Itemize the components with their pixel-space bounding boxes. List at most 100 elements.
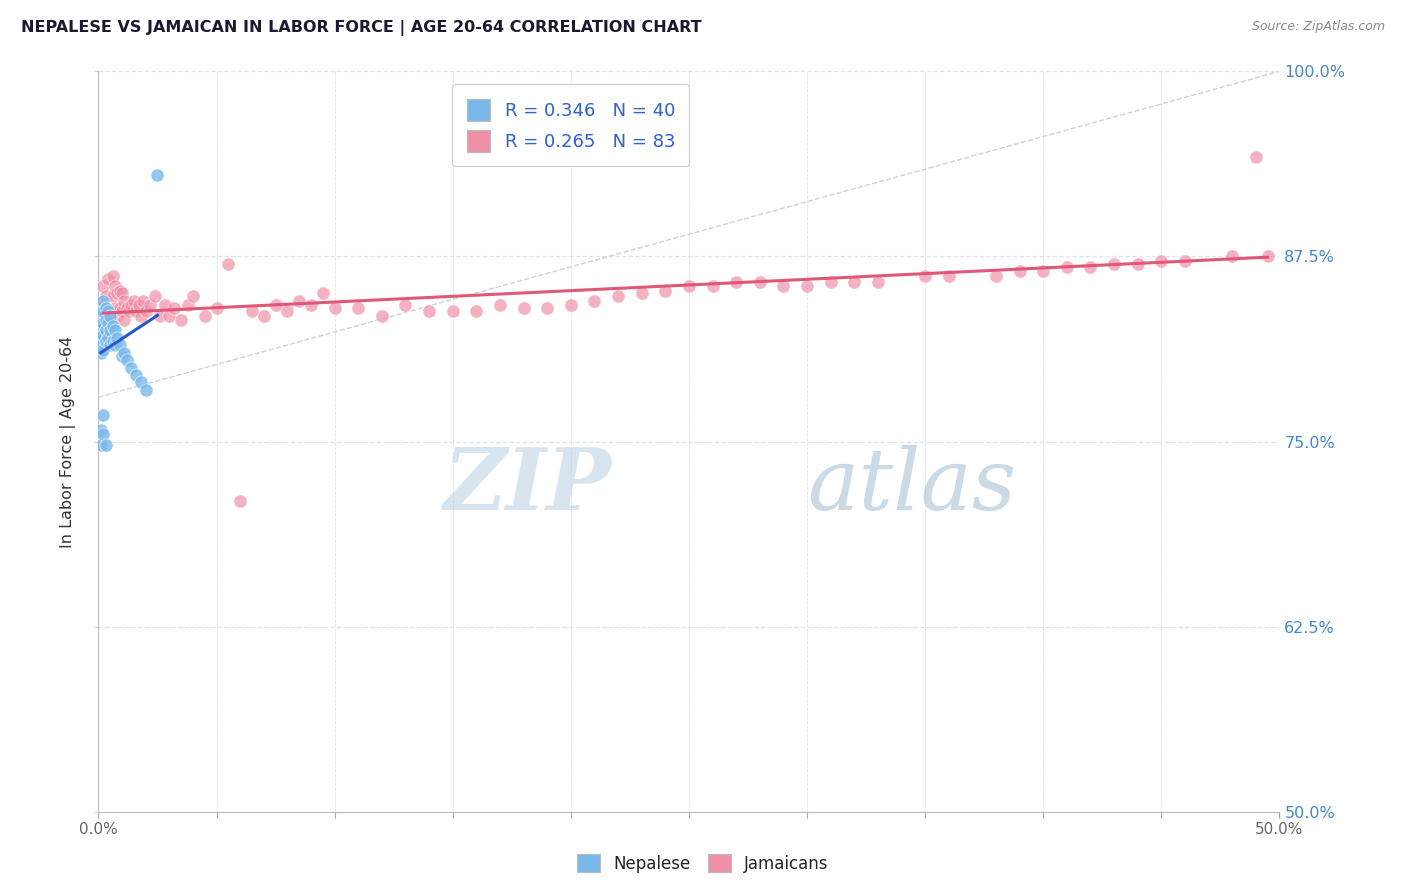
Point — [607, 289, 630, 303]
Point — [312, 286, 335, 301]
Text: ZIP: ZIP — [444, 444, 612, 528]
Point — [97, 316, 120, 330]
Legend: Nepalese, Jamaicans: Nepalese, Jamaicans — [571, 847, 835, 880]
Point — [97, 331, 120, 345]
Point — [111, 286, 134, 301]
Point — [914, 268, 936, 283]
Point — [536, 301, 558, 316]
Point — [347, 301, 370, 316]
Point — [91, 293, 114, 308]
Point — [1220, 249, 1243, 264]
Point — [748, 275, 770, 289]
Point — [91, 316, 114, 330]
Point — [105, 331, 128, 345]
Point — [104, 279, 127, 293]
Point — [299, 298, 322, 312]
Point — [101, 319, 124, 334]
Point — [1126, 257, 1149, 271]
Point — [323, 301, 346, 316]
Point — [105, 286, 128, 301]
Point — [90, 316, 112, 330]
Point — [129, 376, 152, 390]
Point — [170, 313, 193, 327]
Point — [121, 360, 143, 375]
Point — [1244, 150, 1267, 164]
Point — [91, 279, 114, 293]
Point — [90, 437, 112, 451]
Point — [489, 298, 512, 312]
Point — [630, 286, 652, 301]
Point — [98, 309, 121, 323]
Point — [112, 293, 135, 308]
Legend: R = 0.346   N = 40, R = 0.265   N = 83: R = 0.346 N = 40, R = 0.265 N = 83 — [453, 84, 689, 166]
Point — [146, 168, 169, 182]
Point — [104, 301, 127, 316]
Point — [97, 304, 120, 318]
Point — [512, 301, 534, 316]
Point — [1080, 260, 1102, 274]
Point — [91, 304, 114, 318]
Point — [1257, 249, 1279, 264]
Point — [1150, 253, 1173, 268]
Point — [938, 268, 960, 283]
Point — [143, 289, 166, 303]
Point — [678, 279, 700, 293]
Point — [139, 298, 162, 312]
Y-axis label: In Labor Force | Age 20-64: In Labor Force | Age 20-64 — [59, 335, 76, 548]
Point — [441, 304, 464, 318]
Text: Source: ZipAtlas.com: Source: ZipAtlas.com — [1251, 20, 1385, 33]
Point — [194, 309, 217, 323]
Point — [1032, 264, 1054, 278]
Point — [101, 334, 124, 348]
Point — [1008, 264, 1031, 278]
Point — [1174, 253, 1197, 268]
Point — [91, 343, 114, 357]
Point — [111, 304, 134, 318]
Point — [205, 301, 228, 316]
Point — [560, 298, 582, 312]
Point — [217, 257, 239, 271]
Point — [94, 437, 117, 451]
Point — [90, 301, 112, 316]
Point — [135, 304, 157, 318]
Point — [465, 304, 488, 318]
Text: atlas: atlas — [807, 444, 1017, 527]
Point — [98, 304, 121, 318]
Text: NEPALESE VS JAMAICAN IN LABOR FORCE | AGE 20-64 CORRELATION CHART: NEPALESE VS JAMAICAN IN LABOR FORCE | AG… — [21, 20, 702, 36]
Point — [129, 309, 152, 323]
Point — [276, 304, 298, 318]
Point — [984, 268, 1007, 283]
Point — [844, 275, 866, 289]
Point — [702, 279, 724, 293]
Point — [264, 298, 287, 312]
Point — [90, 324, 112, 338]
Point — [820, 275, 842, 289]
Point — [94, 289, 117, 303]
Point — [288, 293, 311, 308]
Point — [163, 301, 186, 316]
Point — [90, 309, 112, 323]
Point — [394, 298, 416, 312]
Point — [94, 301, 117, 316]
Point — [101, 268, 124, 283]
Point — [1102, 257, 1125, 271]
Point — [371, 309, 394, 323]
Point — [97, 271, 120, 285]
Point — [112, 313, 135, 327]
Point — [98, 324, 121, 338]
Point — [125, 304, 148, 318]
Point — [181, 289, 204, 303]
Point — [418, 304, 440, 318]
Point — [229, 493, 252, 508]
Point — [153, 298, 176, 312]
Point — [94, 313, 117, 327]
Point — [101, 289, 124, 303]
Point — [90, 345, 112, 359]
Point — [115, 353, 138, 368]
Point — [122, 293, 145, 308]
Point — [654, 284, 676, 298]
Point — [796, 279, 818, 293]
Point — [866, 275, 889, 289]
Point — [177, 298, 200, 312]
Point — [115, 301, 138, 316]
